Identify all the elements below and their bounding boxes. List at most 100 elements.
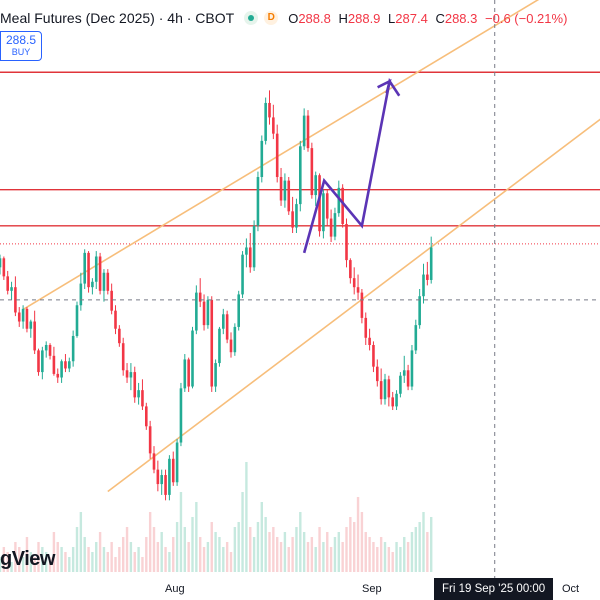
candle — [260, 135, 264, 183]
candle — [125, 363, 129, 383]
candle — [137, 382, 140, 405]
candle — [129, 363, 133, 391]
candle-body — [341, 187, 344, 224]
candle-body — [418, 296, 421, 326]
volume-bar — [87, 547, 90, 572]
volume-bar — [391, 552, 394, 572]
candle — [141, 379, 144, 411]
volume-bar — [14, 542, 17, 572]
channel-upper-line — [22, 0, 540, 311]
candle — [256, 171, 260, 232]
candle-body — [237, 294, 240, 327]
volume-bar — [114, 557, 117, 572]
candle — [268, 90, 271, 125]
candle-body — [210, 299, 214, 387]
open-value: 288.8 — [298, 10, 331, 26]
candle — [275, 124, 279, 183]
volume-bar — [25, 537, 29, 572]
projection-path — [302, 77, 401, 254]
candle-body — [110, 290, 113, 311]
candle — [241, 251, 244, 299]
candle-body — [29, 321, 33, 329]
candle — [118, 325, 121, 347]
crosshair — [0, 0, 600, 578]
candle — [91, 278, 94, 295]
volume-bar — [260, 502, 263, 572]
candle-body — [252, 225, 256, 268]
candle-body — [10, 287, 13, 291]
candle — [379, 368, 383, 405]
volume-bar — [237, 522, 240, 572]
volume-bar — [364, 532, 367, 572]
candle — [29, 319, 33, 338]
visibility-eye-icon[interactable] — [244, 11, 259, 25]
candle-body — [379, 381, 383, 400]
volume-bar — [91, 552, 94, 572]
volume-bar — [179, 492, 183, 572]
volume-bar — [283, 532, 287, 572]
candle-body — [175, 442, 179, 483]
candle-body — [422, 274, 425, 297]
candle — [164, 469, 167, 501]
volume-bar — [199, 537, 202, 572]
candle — [195, 285, 198, 335]
candle — [383, 373, 387, 405]
candle — [406, 364, 410, 391]
volume-bar — [41, 547, 44, 572]
volume-bar — [356, 497, 360, 572]
candle — [148, 420, 152, 459]
volume-bar — [6, 552, 9, 572]
candle — [222, 308, 225, 335]
volume-bar — [345, 527, 348, 572]
volume-bar — [360, 512, 364, 572]
candle-body — [198, 292, 202, 302]
candle — [302, 108, 306, 150]
volume-bar — [326, 532, 329, 572]
candle-body — [256, 177, 260, 226]
symbol-title[interactable]: Meal Futures (Dec 2025) · 4h · CBOT — [0, 10, 235, 26]
candle — [245, 238, 248, 268]
candle-body — [426, 274, 429, 280]
candle-body — [33, 321, 36, 351]
volume-bar — [245, 462, 248, 572]
volume-bar — [175, 522, 179, 572]
candle — [152, 446, 156, 474]
candle-body — [91, 281, 94, 288]
candle — [410, 344, 414, 391]
candle — [418, 289, 421, 329]
candle-body — [25, 308, 29, 329]
candle-body — [94, 256, 98, 282]
candle — [25, 307, 29, 333]
candle-body — [98, 256, 102, 291]
candle — [0, 254, 2, 275]
volume-bar — [376, 547, 379, 572]
volume-bar — [302, 532, 306, 572]
candle — [160, 469, 163, 495]
candle-body — [268, 102, 271, 118]
candle-body — [48, 344, 52, 356]
candle — [368, 328, 371, 351]
volume-bar — [141, 557, 144, 572]
candle — [229, 332, 233, 358]
candle-body — [310, 148, 314, 196]
candle — [272, 104, 275, 140]
candle — [83, 249, 86, 289]
volume-bar — [187, 542, 190, 572]
tradingview-logo[interactable]: gView — [0, 548, 55, 570]
candle — [191, 326, 194, 389]
delayed-data-badge[interactable]: D — [264, 11, 279, 25]
candle — [325, 189, 329, 226]
candle-body — [56, 373, 60, 378]
volume-bar — [268, 532, 271, 572]
buy-button[interactable]: 288.5 BUY — [0, 31, 42, 61]
volume-bars — [0, 462, 433, 572]
volume-bar — [252, 537, 256, 572]
candle — [56, 368, 60, 383]
high-value: 288.9 — [347, 10, 381, 26]
candle — [248, 233, 252, 273]
candle — [322, 189, 325, 239]
candle-body — [318, 175, 321, 232]
volume-bar — [276, 537, 279, 572]
candle-body — [71, 335, 75, 362]
